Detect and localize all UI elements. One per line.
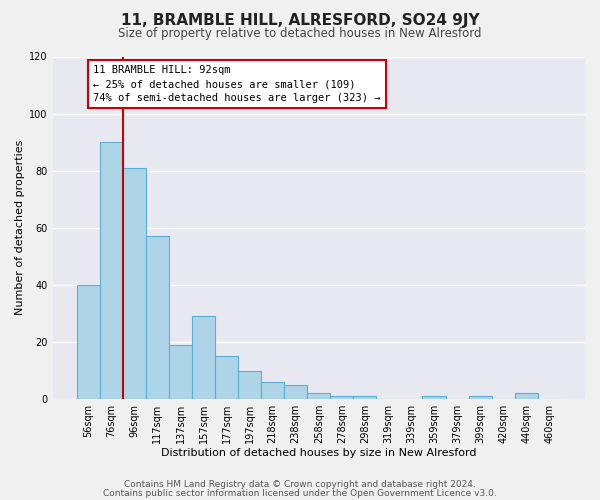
Bar (353, 396, 376, 399)
Text: 11, BRAMBLE HILL, ALRESFORD, SO24 9JY: 11, BRAMBLE HILL, ALRESFORD, SO24 9JY (121, 12, 479, 28)
Bar (422, 396, 446, 399)
Bar (284, 385, 307, 399)
Bar (330, 396, 353, 399)
Y-axis label: Number of detached properties: Number of detached properties (15, 140, 25, 316)
Bar (307, 394, 330, 399)
Bar (261, 382, 284, 399)
Bar (169, 345, 192, 399)
Bar (123, 168, 146, 399)
Bar (192, 316, 215, 399)
Bar (238, 370, 261, 399)
Bar (469, 396, 491, 399)
Text: Size of property relative to detached houses in New Alresford: Size of property relative to detached ho… (118, 28, 482, 40)
Text: Contains HM Land Registry data © Crown copyright and database right 2024.: Contains HM Land Registry data © Crown c… (124, 480, 476, 489)
Text: 11 BRAMBLE HILL: 92sqm
← 25% of detached houses are smaller (109)
74% of semi-de: 11 BRAMBLE HILL: 92sqm ← 25% of detached… (93, 65, 380, 103)
Bar (515, 394, 538, 399)
X-axis label: Distribution of detached houses by size in New Alresford: Distribution of detached houses by size … (161, 448, 476, 458)
Bar (146, 236, 169, 399)
Bar (100, 142, 123, 399)
Bar (77, 285, 100, 399)
Bar (215, 356, 238, 399)
Text: Contains public sector information licensed under the Open Government Licence v3: Contains public sector information licen… (103, 488, 497, 498)
